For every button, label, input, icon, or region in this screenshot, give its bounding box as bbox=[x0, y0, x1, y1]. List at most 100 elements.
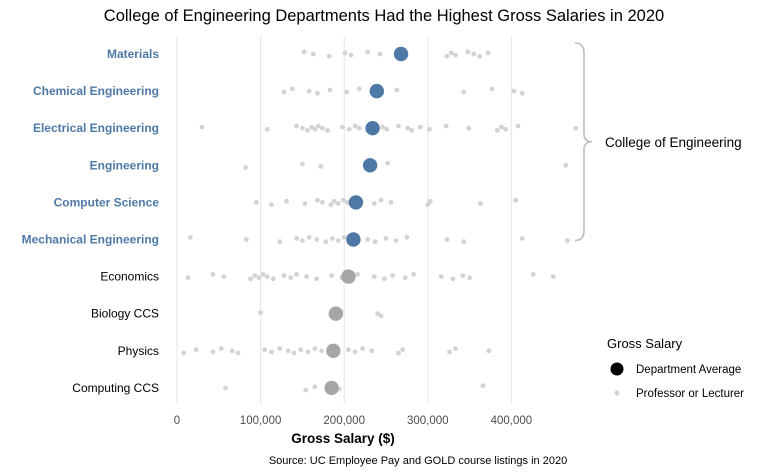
professor-point bbox=[385, 160, 391, 166]
x-axis-label: Gross Salary ($) bbox=[291, 431, 395, 446]
professor-point bbox=[301, 49, 307, 55]
professor-point bbox=[340, 197, 346, 203]
professor-point bbox=[452, 346, 458, 351]
professor-point bbox=[187, 234, 193, 240]
professor-point bbox=[404, 234, 410, 240]
professor-point bbox=[409, 127, 415, 133]
x-tick-label: 0 bbox=[174, 415, 180, 427]
professor-point bbox=[411, 272, 416, 277]
legend: Gross Salary Department Average Professor… bbox=[607, 336, 744, 400]
professor-point bbox=[320, 200, 325, 205]
professor-point bbox=[281, 89, 287, 95]
professor-point bbox=[221, 274, 227, 279]
legend-point-marker bbox=[614, 390, 620, 396]
department-average-point bbox=[369, 83, 385, 99]
professor-point bbox=[425, 202, 431, 208]
professor-point bbox=[181, 350, 187, 356]
professor-point bbox=[486, 348, 492, 354]
engineering-bracket bbox=[574, 42, 593, 242]
professor-point bbox=[315, 123, 321, 129]
professor-point bbox=[372, 239, 378, 245]
professor-point bbox=[393, 238, 399, 244]
legend-average-marker bbox=[610, 362, 624, 376]
professor-point bbox=[465, 49, 471, 55]
department-average-point bbox=[341, 269, 356, 284]
professor-point bbox=[210, 272, 216, 277]
professor-point bbox=[223, 385, 228, 391]
department-average-point bbox=[326, 343, 341, 358]
department-average-point bbox=[346, 232, 361, 247]
department-average-point bbox=[393, 46, 409, 62]
professor-point bbox=[328, 202, 334, 208]
professor-point bbox=[478, 201, 483, 206]
professor-point bbox=[467, 275, 472, 281]
professor-point bbox=[388, 200, 394, 205]
professor-point bbox=[300, 125, 305, 131]
professor-point bbox=[371, 201, 377, 206]
professor-point bbox=[294, 236, 299, 241]
professor-point bbox=[405, 125, 411, 131]
average-points bbox=[324, 46, 409, 396]
legend-title: Gross Salary bbox=[607, 336, 683, 351]
professor-point bbox=[254, 200, 259, 205]
professor-point bbox=[304, 274, 309, 279]
professor-point bbox=[305, 127, 310, 133]
professor-point bbox=[185, 275, 191, 281]
professor-point bbox=[281, 273, 287, 278]
professor-point bbox=[306, 88, 312, 94]
professor-point bbox=[335, 238, 341, 244]
professor-point bbox=[344, 89, 350, 95]
professor-point bbox=[519, 236, 525, 241]
professor-point bbox=[402, 275, 408, 281]
professor-point bbox=[320, 125, 325, 131]
professor-point bbox=[498, 124, 504, 130]
professor-point bbox=[519, 90, 525, 96]
professor-point bbox=[400, 347, 406, 353]
professor-point bbox=[471, 51, 477, 57]
legend-item-label: Department Average bbox=[636, 364, 741, 376]
category-label: Chemical Engineering bbox=[33, 84, 159, 98]
category-label: Mechanical Engineering bbox=[22, 233, 159, 247]
professor-point bbox=[365, 237, 371, 242]
professor-point bbox=[342, 50, 348, 56]
professor-point bbox=[480, 383, 486, 389]
professor-point bbox=[305, 349, 311, 355]
department-average-point bbox=[362, 158, 378, 173]
professor-point bbox=[348, 52, 354, 58]
professor-point bbox=[461, 239, 467, 245]
professor-point bbox=[327, 87, 333, 93]
professor-point bbox=[380, 124, 386, 130]
professor-point bbox=[294, 272, 299, 277]
professor-point bbox=[450, 276, 456, 282]
x-tick-label: 100,000 bbox=[240, 415, 282, 427]
professor-point bbox=[345, 347, 351, 353]
professor-point bbox=[294, 123, 299, 129]
professor-point bbox=[461, 89, 467, 95]
professor-point bbox=[511, 88, 517, 94]
professor-point bbox=[248, 276, 253, 282]
category-label: Electrical Engineering bbox=[33, 121, 159, 135]
department-average-point bbox=[365, 121, 380, 136]
professor-point bbox=[381, 276, 387, 282]
bracket-label: College of Engineering bbox=[605, 135, 742, 150]
professor-point bbox=[378, 313, 384, 319]
professor-point bbox=[323, 239, 329, 245]
professor-point bbox=[427, 126, 432, 132]
professor-point bbox=[303, 387, 309, 393]
professor-point bbox=[330, 236, 335, 241]
professor-point bbox=[444, 53, 450, 59]
professor-point bbox=[396, 350, 401, 356]
x-tick-label: 400,000 bbox=[491, 415, 533, 427]
professor-point bbox=[329, 273, 335, 278]
professor-point bbox=[315, 90, 320, 96]
professor-point bbox=[312, 384, 318, 390]
professor-point bbox=[262, 347, 268, 353]
professor-point bbox=[494, 127, 500, 133]
professor-point bbox=[252, 273, 258, 278]
professor-point bbox=[291, 350, 297, 356]
professor-point bbox=[243, 165, 248, 170]
professor-point bbox=[443, 123, 449, 129]
department-average-point bbox=[348, 195, 364, 210]
professor-point bbox=[369, 348, 375, 354]
